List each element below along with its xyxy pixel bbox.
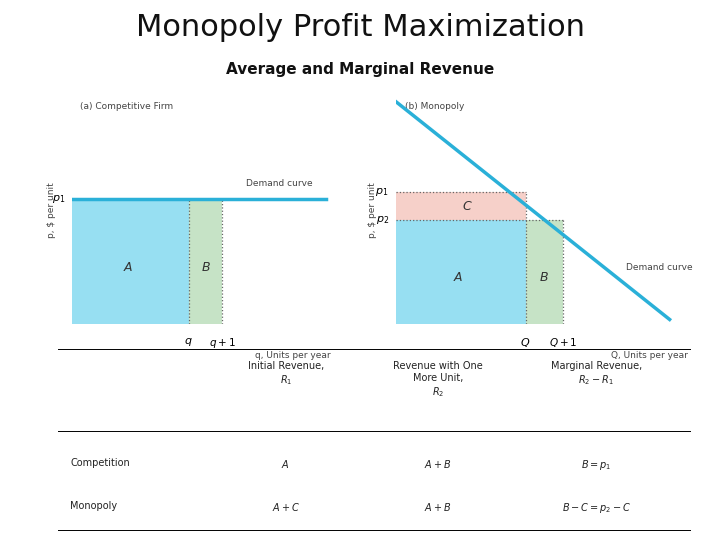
- Text: (a) Competitive Firm: (a) Competitive Firm: [80, 102, 173, 111]
- Text: Initial Revenue,
$R_1$: Initial Revenue, $R_1$: [248, 361, 324, 387]
- Text: $Q+1$: $Q+1$: [549, 336, 577, 349]
- Text: $q$: $q$: [184, 336, 193, 348]
- Text: $B$: $B$: [201, 261, 210, 274]
- Text: $B-C=p_2-C$: $B-C=p_2-C$: [562, 501, 631, 515]
- Text: $q+1$: $q+1$: [209, 336, 236, 350]
- Bar: [189, 199, 222, 324]
- Bar: [72, 199, 189, 324]
- Text: $B$: $B$: [539, 271, 549, 284]
- Text: $Q$: $Q$: [521, 336, 531, 349]
- Text: Demand curve: Demand curve: [626, 263, 693, 272]
- Text: Revenue with One
More Unit,
$R_2$: Revenue with One More Unit, $R_2$: [393, 361, 482, 399]
- Text: (b) Monopoly: (b) Monopoly: [405, 102, 464, 111]
- Text: q, Units per year: q, Units per year: [254, 351, 330, 360]
- Text: p, $ per unit: p, $ per unit: [47, 183, 55, 239]
- Text: $p_2$: $p_2$: [376, 214, 389, 226]
- Text: Demand curve: Demand curve: [246, 179, 312, 188]
- Text: $B=p_1$: $B=p_1$: [581, 458, 611, 472]
- Text: Competition: Competition: [71, 458, 130, 468]
- Text: $A$: $A$: [453, 271, 464, 284]
- Text: Average and Marginal Revenue: Average and Marginal Revenue: [226, 62, 494, 77]
- Text: $p_1$: $p_1$: [375, 186, 389, 199]
- Bar: [396, 192, 526, 220]
- Text: $A+B$: $A+B$: [424, 501, 451, 513]
- Text: $A$: $A$: [282, 458, 290, 470]
- Text: $A$: $A$: [123, 261, 133, 274]
- Bar: [396, 220, 526, 324]
- Text: p, $ per unit: p, $ per unit: [369, 183, 377, 239]
- Text: $C$: $C$: [462, 200, 472, 213]
- Text: Marginal Revenue,
$R_2-R_1$: Marginal Revenue, $R_2-R_1$: [551, 361, 642, 387]
- Text: $p_1$: $p_1$: [52, 193, 66, 205]
- Text: $A+B$: $A+B$: [424, 458, 451, 470]
- Text: Q, Units per year: Q, Units per year: [611, 351, 688, 360]
- Bar: [526, 220, 563, 324]
- Text: Monopoly: Monopoly: [71, 501, 117, 511]
- Text: $A+C$: $A+C$: [271, 501, 300, 513]
- Text: Monopoly Profit Maximization: Monopoly Profit Maximization: [135, 14, 585, 43]
